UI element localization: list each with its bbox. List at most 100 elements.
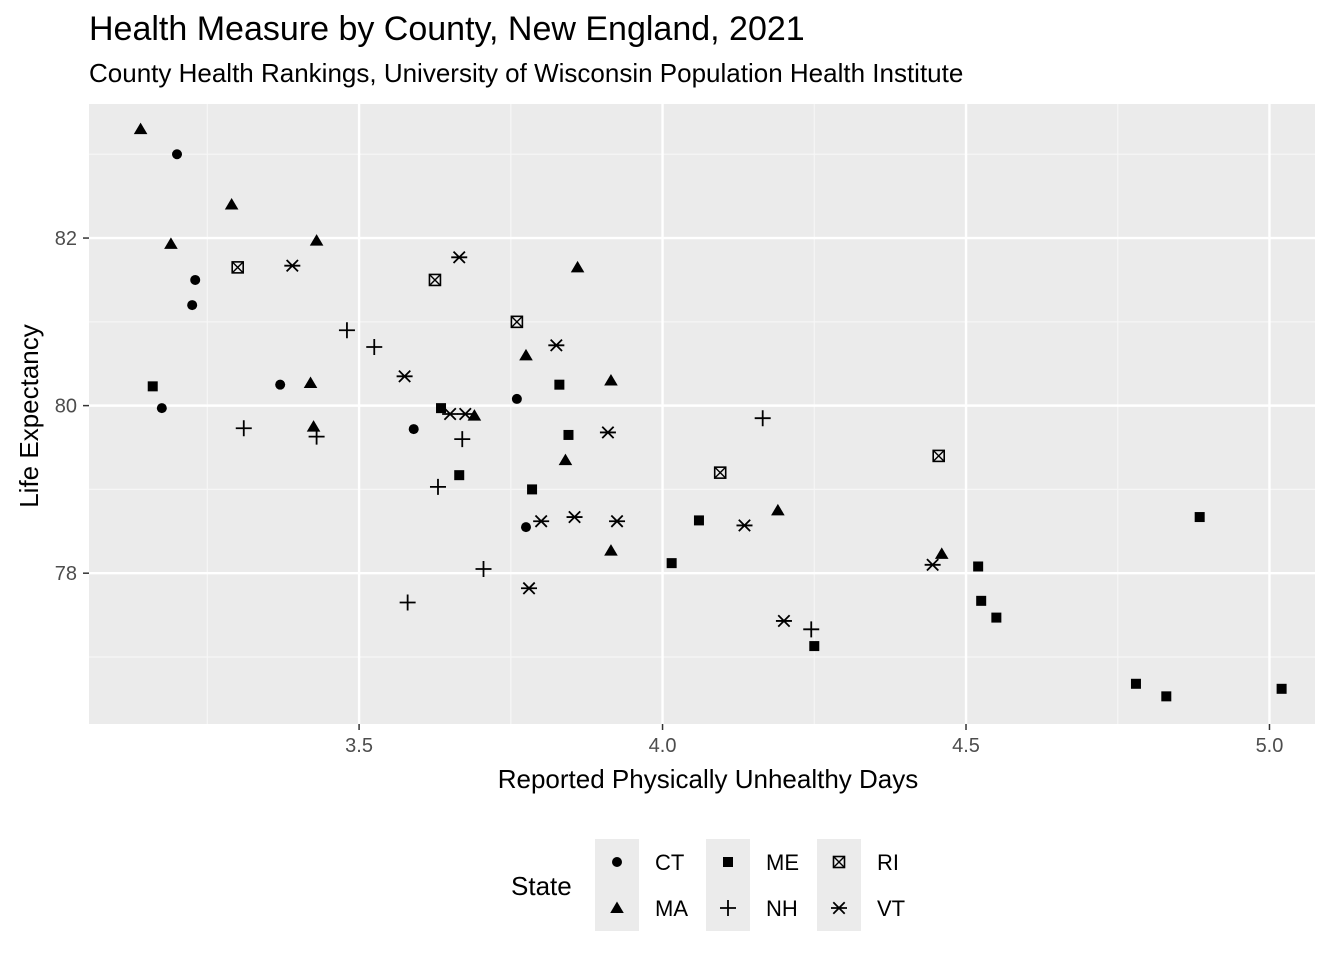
point-me xyxy=(693,515,704,526)
y-tick-label: 80 xyxy=(55,396,77,418)
point-vt xyxy=(566,510,583,524)
x-tick-label: 5.0 xyxy=(1256,735,1284,757)
point-nh xyxy=(399,594,416,611)
point-vt xyxy=(284,259,301,273)
point-nh xyxy=(429,478,446,495)
legend-key-ct xyxy=(612,857,622,867)
point-me xyxy=(554,379,565,390)
point-ct xyxy=(156,403,167,414)
point-me xyxy=(976,595,987,606)
y-axis-title: Life Expectancy xyxy=(14,324,44,508)
point-ma xyxy=(934,547,949,559)
point-ct xyxy=(275,379,286,390)
legend: CT MA ME NH RI VT xyxy=(595,839,905,931)
legend-label-ri: RI xyxy=(877,850,899,875)
x-tick-label: 3.5 xyxy=(345,735,373,757)
point-vt xyxy=(599,426,616,439)
point-nh xyxy=(754,410,771,427)
legend-label-nh: NH xyxy=(766,896,798,921)
legend-label-ct: CT xyxy=(655,850,684,875)
chart-title: Health Measure by County, New England, 2… xyxy=(89,10,805,48)
point-vt xyxy=(396,369,413,383)
legend-key-background xyxy=(595,839,639,931)
point-me xyxy=(1194,512,1205,523)
point-ma xyxy=(224,198,239,210)
legend-title: State xyxy=(511,871,572,901)
point-me xyxy=(527,484,538,495)
point-ma xyxy=(558,453,573,466)
point-ma xyxy=(519,348,533,361)
point-vt xyxy=(736,519,753,532)
point-vt xyxy=(609,514,626,528)
x-tick-label: 4.0 xyxy=(649,735,677,757)
point-ma xyxy=(309,234,324,246)
legend-key-background xyxy=(817,839,861,931)
point-vt xyxy=(521,581,538,595)
point-vt xyxy=(548,338,565,352)
major-gridlines xyxy=(89,104,1315,724)
point-ct xyxy=(187,300,198,311)
plot-panel xyxy=(89,104,1315,724)
legend-key-vt xyxy=(831,901,847,915)
point-vt xyxy=(442,407,459,421)
y-tick-label: 78 xyxy=(55,563,77,585)
point-me xyxy=(666,558,677,569)
point-vt xyxy=(533,514,550,528)
chart-subtitle: County Health Rankings, University of Wi… xyxy=(89,58,963,88)
point-nh xyxy=(454,431,471,448)
point-ma xyxy=(604,373,618,386)
point-vt xyxy=(775,614,792,628)
point-vt xyxy=(457,407,474,421)
point-ct xyxy=(172,149,183,160)
point-me xyxy=(973,561,984,572)
point-ct xyxy=(408,424,419,435)
legend-label-vt: VT xyxy=(877,896,905,921)
x-axis-title: Reported Physically Unhealthy Days xyxy=(498,764,919,794)
data-points xyxy=(133,122,1287,702)
point-me xyxy=(1130,678,1141,689)
point-ma xyxy=(570,260,585,273)
point-ct xyxy=(520,522,531,533)
legend-label-ma: MA xyxy=(655,896,688,921)
point-ri xyxy=(510,315,524,329)
y-axis-ticks: 78 80 82 xyxy=(55,228,89,585)
legend-key-me xyxy=(723,857,733,867)
point-me xyxy=(809,641,820,652)
legend-key-background xyxy=(706,839,750,931)
x-axis-ticks: 3.5 4.0 4.5 5.0 xyxy=(345,724,1283,757)
point-me xyxy=(1161,691,1172,702)
point-ma xyxy=(771,503,785,516)
point-ma xyxy=(164,237,178,249)
legend-key-ma xyxy=(610,901,624,913)
x-tick-label: 4.5 xyxy=(952,735,980,757)
legend-key-nh xyxy=(720,900,736,916)
point-ma xyxy=(467,409,482,421)
point-nh xyxy=(338,322,355,339)
point-me xyxy=(454,470,465,481)
point-me xyxy=(563,429,574,440)
minor-gridlines xyxy=(89,104,1315,724)
point-nh xyxy=(803,621,820,638)
point-vt xyxy=(451,250,468,264)
point-me xyxy=(991,612,1002,623)
point-ct xyxy=(511,393,522,404)
point-me xyxy=(1276,683,1287,694)
point-ri xyxy=(231,261,244,274)
point-nh xyxy=(366,338,383,355)
legend-key-ri xyxy=(832,855,846,869)
point-nh xyxy=(475,561,492,577)
point-me xyxy=(147,381,158,392)
legend-label-me: ME xyxy=(766,850,799,875)
point-ri xyxy=(713,466,727,479)
point-nh xyxy=(235,420,252,437)
point-ma xyxy=(303,376,318,388)
point-ct xyxy=(190,274,201,285)
point-ma xyxy=(604,544,618,556)
point-me xyxy=(436,403,447,414)
y-tick-label: 82 xyxy=(55,228,77,250)
point-vt xyxy=(924,558,941,572)
point-nh xyxy=(308,428,325,445)
point-ri xyxy=(428,273,442,287)
point-ma xyxy=(133,122,148,135)
